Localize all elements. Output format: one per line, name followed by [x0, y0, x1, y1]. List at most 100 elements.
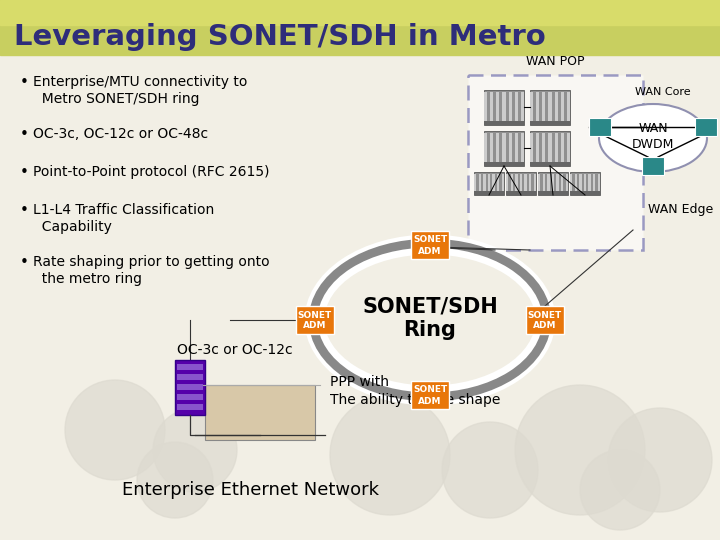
Bar	[484, 162, 524, 166]
Bar	[492, 174, 495, 192]
Bar	[177, 384, 203, 390]
Bar	[589, 118, 611, 136]
Bar	[547, 174, 549, 192]
Bar	[520, 174, 522, 192]
Bar	[516, 174, 518, 192]
Bar	[570, 174, 572, 192]
Bar	[205, 385, 315, 440]
Text: •: •	[20, 203, 29, 218]
Bar	[543, 174, 545, 192]
Bar	[542, 133, 545, 163]
Bar	[479, 174, 481, 192]
Text: L1-L4 Traffic Classification
  Capability: L1-L4 Traffic Classification Capability	[33, 203, 215, 234]
Text: ADM: ADM	[418, 396, 442, 406]
Bar	[502, 174, 504, 192]
Bar	[530, 92, 533, 122]
Bar	[536, 133, 539, 163]
Bar	[177, 394, 203, 400]
Bar	[175, 360, 205, 415]
Bar	[521, 133, 524, 163]
Bar	[484, 90, 524, 125]
Bar	[567, 133, 570, 163]
Text: WAN Core: WAN Core	[635, 87, 690, 97]
Bar	[484, 131, 524, 166]
Bar	[557, 174, 559, 192]
Bar	[552, 174, 554, 192]
Text: SONET: SONET	[413, 235, 447, 245]
Text: •: •	[20, 127, 29, 142]
Bar	[496, 133, 500, 163]
Text: PPP with
The ability to rate shape: PPP with The ability to rate shape	[330, 375, 500, 407]
Text: Rate shaping prior to getting onto
  the metro ring: Rate shaping prior to getting onto the m…	[33, 255, 269, 286]
Bar	[549, 92, 552, 122]
Circle shape	[442, 422, 538, 518]
Bar	[530, 121, 570, 125]
Bar	[411, 231, 449, 259]
Bar	[474, 172, 504, 195]
Bar	[530, 133, 533, 163]
Text: •: •	[20, 75, 29, 90]
Bar	[484, 133, 487, 163]
Bar	[488, 174, 490, 192]
Circle shape	[580, 450, 660, 530]
Bar	[542, 92, 545, 122]
Circle shape	[330, 395, 450, 515]
Bar	[584, 174, 586, 192]
Bar	[561, 174, 563, 192]
Circle shape	[137, 442, 213, 518]
Text: •: •	[20, 165, 29, 180]
Bar	[567, 92, 570, 122]
Bar	[554, 92, 558, 122]
Bar	[474, 191, 504, 195]
Bar	[508, 133, 512, 163]
Bar	[496, 92, 500, 122]
Bar	[526, 306, 564, 334]
Bar	[0, 55, 720, 540]
Bar	[570, 172, 600, 195]
Bar	[484, 92, 487, 122]
Ellipse shape	[599, 104, 707, 172]
Text: OC-3c, OC-12c or OC-48c: OC-3c, OC-12c or OC-48c	[33, 127, 208, 141]
Bar	[534, 174, 536, 192]
Bar	[515, 92, 518, 122]
Text: •: •	[20, 255, 29, 270]
Text: ADM: ADM	[303, 321, 327, 330]
Bar	[579, 174, 582, 192]
Text: SONET/SDH: SONET/SDH	[362, 296, 498, 316]
Bar	[177, 364, 203, 370]
Bar	[490, 133, 493, 163]
Bar	[538, 191, 568, 195]
Bar	[411, 381, 449, 409]
Bar	[506, 174, 508, 192]
Bar	[642, 157, 664, 175]
Text: Leveraging SONET/SDH in Metro: Leveraging SONET/SDH in Metro	[14, 23, 546, 51]
Circle shape	[65, 380, 165, 480]
Bar	[508, 92, 512, 122]
Text: ADM: ADM	[418, 246, 442, 255]
Bar	[497, 174, 500, 192]
Bar	[296, 306, 334, 334]
Bar	[575, 174, 577, 192]
Bar	[474, 174, 477, 192]
Bar	[593, 174, 595, 192]
Bar	[483, 174, 485, 192]
Bar	[506, 191, 536, 195]
Bar	[510, 174, 513, 192]
Bar	[177, 404, 203, 410]
Text: SONET: SONET	[413, 386, 447, 395]
Bar	[588, 174, 591, 192]
Bar	[570, 191, 600, 195]
Text: SONET: SONET	[298, 310, 332, 320]
Bar	[538, 174, 540, 192]
Text: Enterprise Ethernet Network: Enterprise Ethernet Network	[122, 481, 379, 499]
Text: WAN: WAN	[638, 122, 668, 134]
Bar	[598, 174, 600, 192]
Text: OC-3c or OC-12c: OC-3c or OC-12c	[177, 343, 293, 357]
Text: ADM: ADM	[534, 321, 557, 330]
Bar	[524, 174, 527, 192]
Bar	[515, 133, 518, 163]
Bar	[536, 92, 539, 122]
Bar	[529, 174, 531, 192]
Circle shape	[515, 385, 645, 515]
Bar	[0, 0, 720, 25]
